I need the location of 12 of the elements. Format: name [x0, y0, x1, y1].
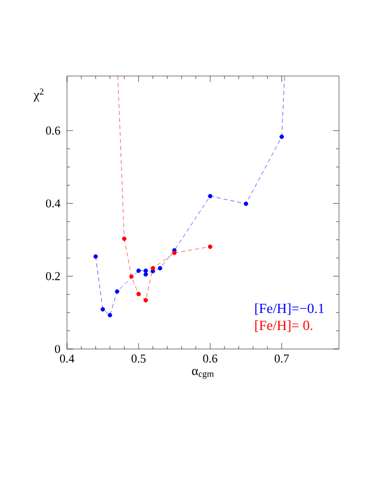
x-axis-title: α$_{cgm}$	[192, 368, 214, 379]
x-tick-label: 0.4	[60, 354, 74, 363]
x-tick-label: 0.6	[203, 354, 218, 363]
x-tick-label: 0.7	[274, 354, 289, 363]
y-axis-title: χ$^{2}$	[34, 88, 44, 102]
y-tick-label: 0.6	[46, 126, 60, 135]
y-tick-label: 0.4	[46, 199, 60, 208]
text: [Fe/H]= 0.	[255, 320, 312, 332]
text: [Fe/H]=−0.1	[255, 303, 324, 315]
x-tick-label: 0.5	[132, 354, 146, 363]
y-tick-label: 0	[54, 344, 60, 354]
y-tick-label: 0.2	[46, 272, 60, 280]
